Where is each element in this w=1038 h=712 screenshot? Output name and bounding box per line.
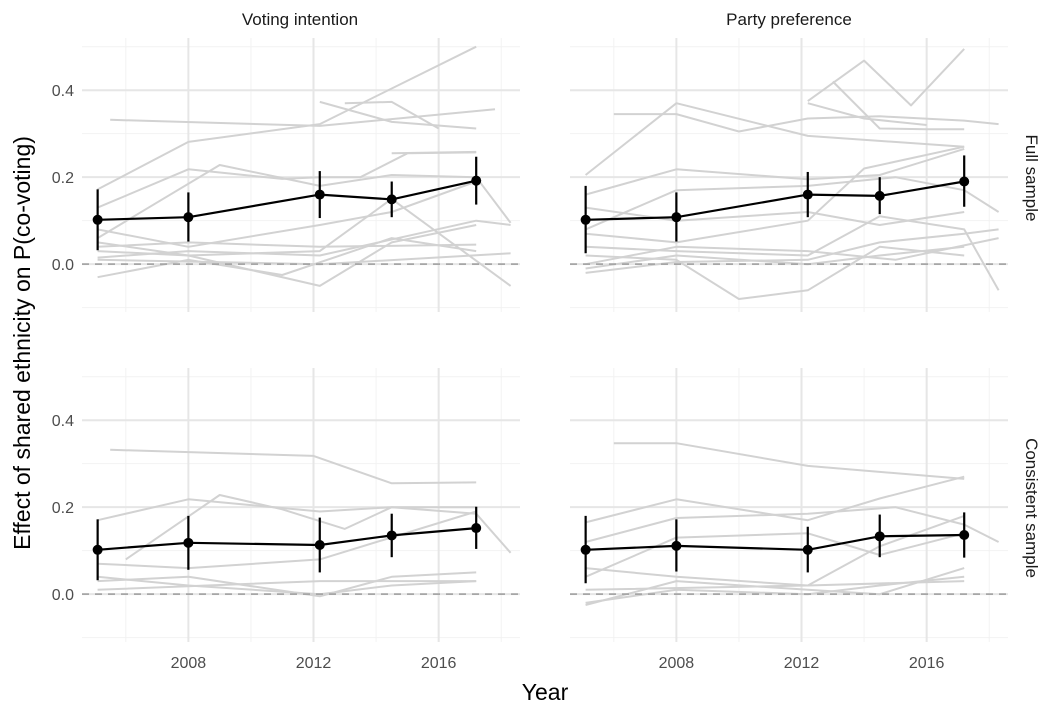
background-series-line (97, 180, 477, 248)
estimate-point (92, 214, 103, 225)
x-tick-label: 2016 (909, 655, 945, 672)
x-tick-label: 2012 (784, 655, 820, 672)
background-series-line (110, 448, 477, 485)
x-tick-label: 2012 (296, 655, 332, 672)
background-series-line (97, 219, 511, 259)
facet-panel: 0.0 0.2 0.4 2008 2012 2016 (52, 368, 520, 672)
estimate-point (471, 523, 482, 534)
estimate-point (314, 189, 325, 200)
background-series-line (585, 206, 965, 226)
y-tick-label: 0.2 (52, 170, 74, 187)
estimate-point (874, 531, 885, 542)
background-series-line (807, 48, 965, 107)
background-series-line (585, 580, 965, 591)
background-series-line (585, 245, 965, 300)
estimate-point (183, 537, 194, 548)
estimate-point (671, 540, 682, 551)
x-axis-title: Year (522, 679, 569, 705)
facet-panel: 2008 2012 2016 (570, 368, 1008, 672)
background-series-line (344, 100, 440, 130)
y-tick-label: 0.4 (52, 83, 74, 100)
background-series-line (97, 237, 477, 279)
background-series-line (97, 241, 477, 248)
row-strip-label: Full sample (1022, 135, 1038, 222)
y-tick-label: 0.2 (52, 500, 74, 517)
background-series-line (584, 102, 965, 176)
background-series-line (585, 475, 965, 524)
column-strip-label: Party preference (726, 10, 852, 29)
background-series-line (110, 108, 496, 127)
background-series-line (807, 102, 927, 126)
estimate-point (671, 212, 682, 223)
column-strip-label: Voting intention (242, 10, 358, 29)
facet-panel (570, 38, 1008, 312)
background-series-line (97, 498, 477, 522)
background-series-line (585, 237, 999, 266)
background-series-line (613, 113, 999, 133)
background-series-line (585, 506, 1000, 543)
facet-panel: 0.0 0.2 0.4 (52, 38, 520, 312)
background-series-line (613, 442, 965, 480)
estimate-point (471, 175, 482, 186)
background-series-line (97, 45, 477, 191)
background-series-line (97, 571, 477, 598)
background-series-line (97, 164, 512, 239)
y-tick-label: 0.0 (52, 587, 74, 604)
background-series-line (97, 580, 477, 591)
background-series-line (832, 80, 965, 131)
estimate-point (959, 176, 970, 187)
estimate-point (802, 189, 813, 200)
estimate-point (314, 540, 325, 551)
estimate-line (97, 179, 477, 221)
background-series-line (319, 100, 477, 130)
estimate-point (386, 194, 397, 205)
y-axis-title: Effect of shared ethnicity on P(co-votin… (9, 136, 35, 550)
y-tick-label: 0.0 (52, 257, 74, 274)
estimate-point (92, 544, 103, 555)
estimate-point (580, 544, 591, 555)
background-series-line (585, 176, 1000, 231)
estimate-point (874, 190, 885, 201)
estimate-point (959, 530, 970, 541)
background-series-line (585, 532, 965, 578)
estimate-point (802, 544, 813, 555)
background-series-line (585, 145, 965, 244)
estimate-point (386, 530, 397, 541)
x-tick-label: 2016 (421, 655, 457, 672)
x-tick-label: 2008 (171, 655, 207, 672)
estimate-point (183, 212, 194, 223)
estimate-point (580, 214, 591, 225)
x-tick-label: 2008 (659, 655, 695, 672)
row-strip-label: Consistent sample (1022, 438, 1038, 578)
background-series-line (97, 197, 512, 287)
y-tick-label: 0.4 (52, 413, 74, 430)
